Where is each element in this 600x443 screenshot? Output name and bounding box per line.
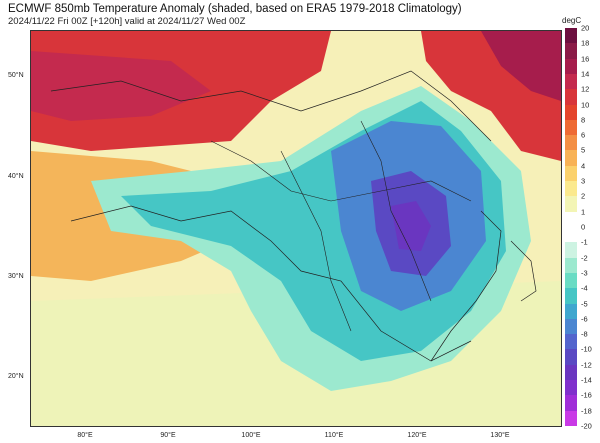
- colorbar-tick-label: -14: [581, 375, 592, 385]
- colorbar-segment: [565, 28, 577, 44]
- lon-label-90e: 90°E: [160, 432, 176, 439]
- colorbar-tick-label: -16: [581, 390, 592, 400]
- colorbar-segment: [565, 364, 577, 381]
- coastline-islands: [510, 240, 537, 302]
- cold-anomaly-peak: [391, 201, 431, 251]
- colorbar: [565, 28, 577, 427]
- colorbar-tick-label: -1: [581, 237, 588, 247]
- lat-label-30n: 30°N: [8, 273, 24, 280]
- colorbar-tick-label: 1: [581, 207, 586, 217]
- colorbar-tick-label: -12: [581, 360, 592, 370]
- province-line-b: [360, 120, 432, 302]
- colorbar-tick-label: -5: [581, 299, 588, 309]
- map-canvas: [31, 31, 561, 426]
- colorbar-tick-label: -10: [581, 344, 592, 354]
- colorbar-tick-label: -2: [581, 253, 588, 263]
- colorbar-unit: degC: [562, 16, 582, 25]
- colorbar-tick-label: -6: [581, 314, 588, 324]
- colorbar-segment: [565, 150, 577, 167]
- colorbar-segment: [565, 380, 577, 396]
- colorbar-segment: [565, 89, 577, 106]
- map-subtitle: 2024/11/22 Fri 00Z [+120h] valid at 2024…: [8, 16, 246, 27]
- colorbar-segment: [565, 334, 577, 350]
- lon-label-130e: 130°E: [490, 432, 510, 439]
- colorbar-tick-label: 18: [581, 38, 590, 48]
- header: ECMWF 850mb Temperature Anomaly (shaded,…: [8, 2, 568, 28]
- colorbar-tick-label: 16: [581, 54, 590, 64]
- colorbar-segment: [565, 58, 577, 75]
- colorbar-segment: [565, 227, 577, 243]
- colorbar-segment: [565, 395, 577, 412]
- colorbar-segment: [565, 303, 577, 320]
- colorbar-tick-label: 6: [581, 130, 586, 140]
- colorbar-tick-label: 20: [581, 23, 590, 33]
- province-line-c: [210, 140, 472, 202]
- colorbar-tick-label: -20: [581, 421, 592, 431]
- colorbar-segment: [565, 135, 577, 151]
- province-line-a: [280, 150, 352, 332]
- anomaly-map: [30, 30, 562, 427]
- colorbar-segment: [565, 165, 577, 182]
- colorbar-segment: [565, 211, 577, 228]
- colorbar-segment: [565, 196, 577, 213]
- colorbar-tick-label: 4: [581, 161, 586, 171]
- colorbar-segment: [565, 410, 577, 427]
- colorbar-segment: [565, 288, 577, 305]
- colorbar-tick-label: 3: [581, 176, 586, 186]
- colorbar-tick-label: 8: [581, 115, 586, 125]
- coastline: [430, 210, 502, 362]
- lon-label-100e: 100°E: [241, 432, 261, 439]
- colorbar-segment: [565, 43, 577, 60]
- map-title: ECMWF 850mb Temperature Anomaly (shaded,…: [8, 3, 462, 15]
- colorbar-tick-label: 10: [581, 100, 590, 110]
- colorbar-tick-label: 12: [581, 84, 590, 94]
- colorbar-tick-label: -8: [581, 329, 588, 339]
- colorbar-segment: [565, 272, 577, 289]
- colorbar-tick-label: 0: [581, 222, 586, 232]
- colorbar-segment: [565, 181, 577, 197]
- colorbar-segment: [565, 257, 577, 274]
- colorbar-segment: [565, 73, 577, 90]
- colorbar-segment: [565, 242, 577, 259]
- northeast-core: [481, 31, 561, 101]
- border-line-south: [70, 205, 472, 362]
- colorbar-segment: [565, 104, 577, 121]
- lon-label-110e: 110°E: [324, 432, 344, 439]
- lat-label-20n: 20°N: [8, 373, 24, 380]
- northwest-core: [31, 51, 211, 121]
- lon-label-120e: 120°E: [407, 432, 427, 439]
- colorbar-tick-label: 2: [581, 191, 586, 201]
- colorbar-tick-label: -3: [581, 268, 588, 278]
- colorbar-tick-label: -18: [581, 406, 592, 416]
- border-line-north: [50, 70, 492, 142]
- colorbar-tick-label: 5: [581, 145, 586, 155]
- colorbar-segment: [565, 349, 577, 366]
- colorbar-segment: [565, 318, 577, 335]
- lat-label-50n: 50°N: [8, 72, 24, 79]
- lat-label-40n: 40°N: [8, 173, 24, 180]
- lon-label-80e: 80°E: [77, 432, 93, 439]
- colorbar-tick-label: 14: [581, 69, 590, 79]
- colorbar-segment: [565, 119, 577, 136]
- colorbar-tick-label: -4: [581, 283, 588, 293]
